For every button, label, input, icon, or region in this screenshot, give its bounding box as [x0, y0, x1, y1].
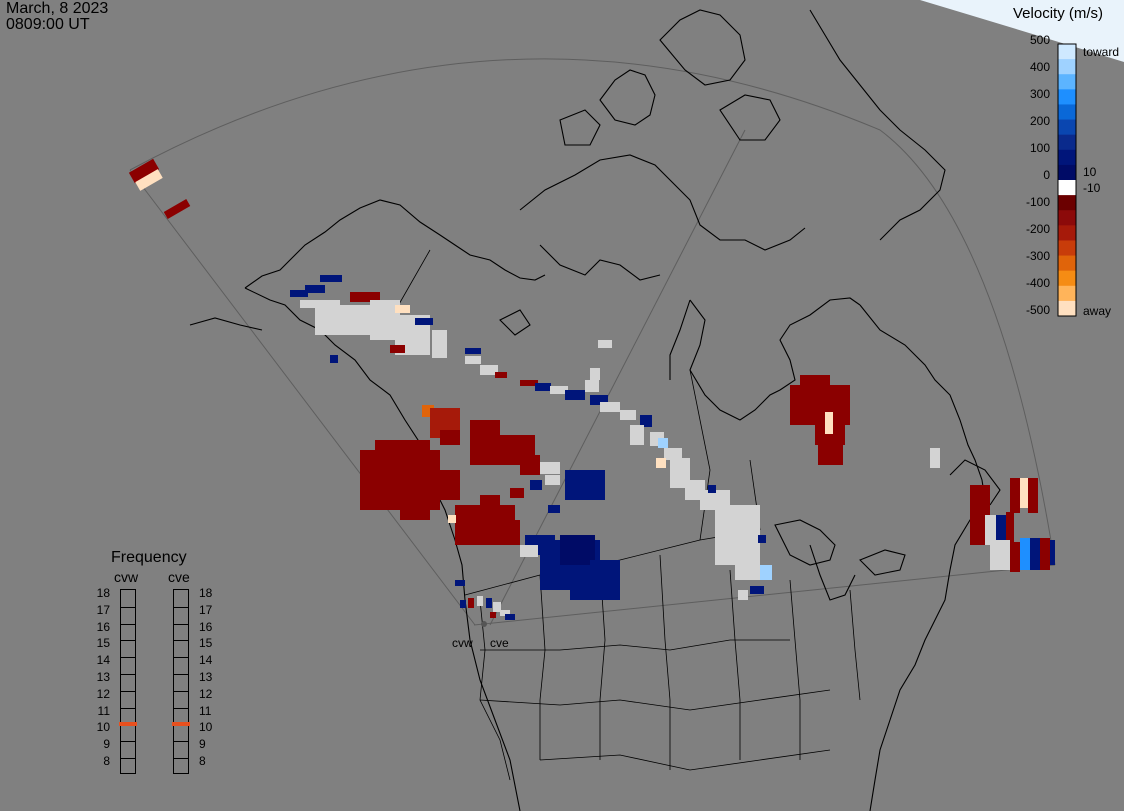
- frequency-scale-line: [121, 758, 135, 759]
- colorbar-swatch: [1058, 195, 1076, 211]
- colorbar-swatch: [1058, 300, 1076, 317]
- radar-label-cvw: cvw: [452, 636, 473, 650]
- colorbar-swatch: [1058, 134, 1076, 151]
- velocity-tick-label: -100: [1025, 195, 1050, 209]
- velocity-tick-label: 400: [1029, 60, 1050, 74]
- toward-label: toward: [1083, 45, 1120, 59]
- frequency-scale-number: 11: [199, 703, 212, 718]
- colorbar-swatch: [1058, 225, 1076, 241]
- colorbar-swatch: [1058, 240, 1076, 257]
- frequency-scale-line: [174, 690, 188, 692]
- frequency-scale-number: 10: [96, 720, 110, 735]
- time-label: 0809:00 UT: [6, 16, 90, 33]
- frequency-scale-line: [121, 707, 135, 709]
- frequency-scale-number: 9: [199, 737, 206, 752]
- colorbar-border: [1057, 43, 1077, 317]
- frequency-scale-line: [121, 741, 135, 743]
- colorbar-swatch: [1058, 164, 1076, 181]
- frequency-scale-number: 12: [199, 686, 213, 701]
- freq-radar-label-cvw: cvw: [114, 569, 139, 585]
- velocity-colorbar: [1057, 43, 1077, 317]
- velocity-legend-title: Velocity (m/s): [1013, 5, 1104, 22]
- velocity-tick-label: 500: [1029, 33, 1050, 47]
- frequency-scale-number: 17: [199, 602, 213, 617]
- frequency-scale-line: [174, 657, 188, 659]
- colorbar-swatch: [1058, 255, 1076, 272]
- frequency-scale-line: [121, 657, 135, 659]
- frequency-scale-line: [121, 674, 135, 675]
- frequency-scale-number: 12: [96, 686, 110, 701]
- velocity-tick-label: 100: [1029, 141, 1050, 155]
- colorbar-swatch: [1058, 119, 1076, 136]
- radar-label-cve: cve: [490, 636, 509, 650]
- frequency-scale-line: [121, 640, 135, 642]
- frequency-scale-number: 10: [199, 720, 213, 735]
- frequency-scale-number: 8: [199, 754, 206, 768]
- frequency-scale-line: [174, 741, 188, 743]
- frequency-scale-line: [174, 640, 188, 642]
- frequency-scale-box: [172, 589, 190, 774]
- frequency-marker: [119, 722, 137, 727]
- frequency-scale-line: [174, 623, 188, 625]
- frequency-scale-number: 16: [96, 619, 110, 634]
- colorbar-swatch: [1058, 210, 1076, 226]
- frequency-scale-box: [119, 589, 137, 774]
- velocity-tick-label: -200: [1025, 222, 1050, 236]
- frequency-scale-number: 18: [96, 586, 110, 600]
- colorbar-swatch: [1058, 180, 1076, 196]
- frequency-scale-number: 18: [199, 586, 213, 600]
- frequency-marker: [172, 722, 190, 727]
- frequency-scale-line: [121, 690, 135, 692]
- colorbar-swatch: [1058, 89, 1076, 105]
- velocity-tick-label: -300: [1025, 249, 1050, 263]
- colorbar-swatch: [1058, 104, 1076, 121]
- frequency-scale-number: 14: [96, 653, 110, 668]
- frequency-scale-line: [121, 606, 135, 608]
- plus10-label: 10: [1083, 165, 1097, 179]
- frequency-title: Frequency: [111, 549, 187, 566]
- velocity-tick-label: 200: [1029, 114, 1050, 128]
- frequency-scale-line: [174, 606, 188, 608]
- map-corner-sky: [920, 0, 1124, 62]
- velocity-cells: [128, 158, 1055, 627]
- frequency-scale-line: [121, 623, 135, 625]
- colorbar-swatch: [1058, 285, 1076, 302]
- frequency-scale-number: 14: [199, 653, 213, 668]
- minus10-label: -10: [1083, 181, 1101, 195]
- freq-radar-label-cve: cve: [168, 569, 190, 585]
- date-label: March, 8 2023: [6, 0, 109, 17]
- velocity-tick-label: -400: [1025, 276, 1050, 290]
- velocity-tick-label: -500: [1025, 303, 1050, 317]
- frequency-scale-number: 13: [199, 670, 213, 684]
- velocity-tick-label: 0: [1043, 168, 1050, 182]
- frequency-scale-number: 16: [199, 619, 213, 634]
- away-label: away: [1083, 304, 1112, 318]
- frequency-scale-number: 13: [96, 670, 110, 684]
- frequency-scale-number: 15: [199, 636, 213, 651]
- colorbar-swatch: [1058, 270, 1076, 287]
- frequency-scale-number: 11: [97, 703, 110, 718]
- frequency-scale-number: 17: [96, 602, 110, 617]
- coastlines: [189, 9, 1001, 811]
- colorbar-swatch: [1058, 44, 1076, 60]
- frequency-scale-line: [174, 674, 188, 675]
- colorbar-swatch: [1058, 149, 1076, 166]
- frequency-scale-line: [174, 758, 188, 759]
- frequency-scale-number: 15: [96, 636, 110, 651]
- colorbar-swatch: [1058, 74, 1076, 90]
- frequency-scale-number: 8: [103, 754, 110, 768]
- frequency-scale-number: 9: [103, 737, 110, 752]
- velocity-tick-label: 300: [1029, 87, 1050, 101]
- frequency-scale-line: [174, 707, 188, 709]
- colorbar-swatch: [1058, 59, 1076, 75]
